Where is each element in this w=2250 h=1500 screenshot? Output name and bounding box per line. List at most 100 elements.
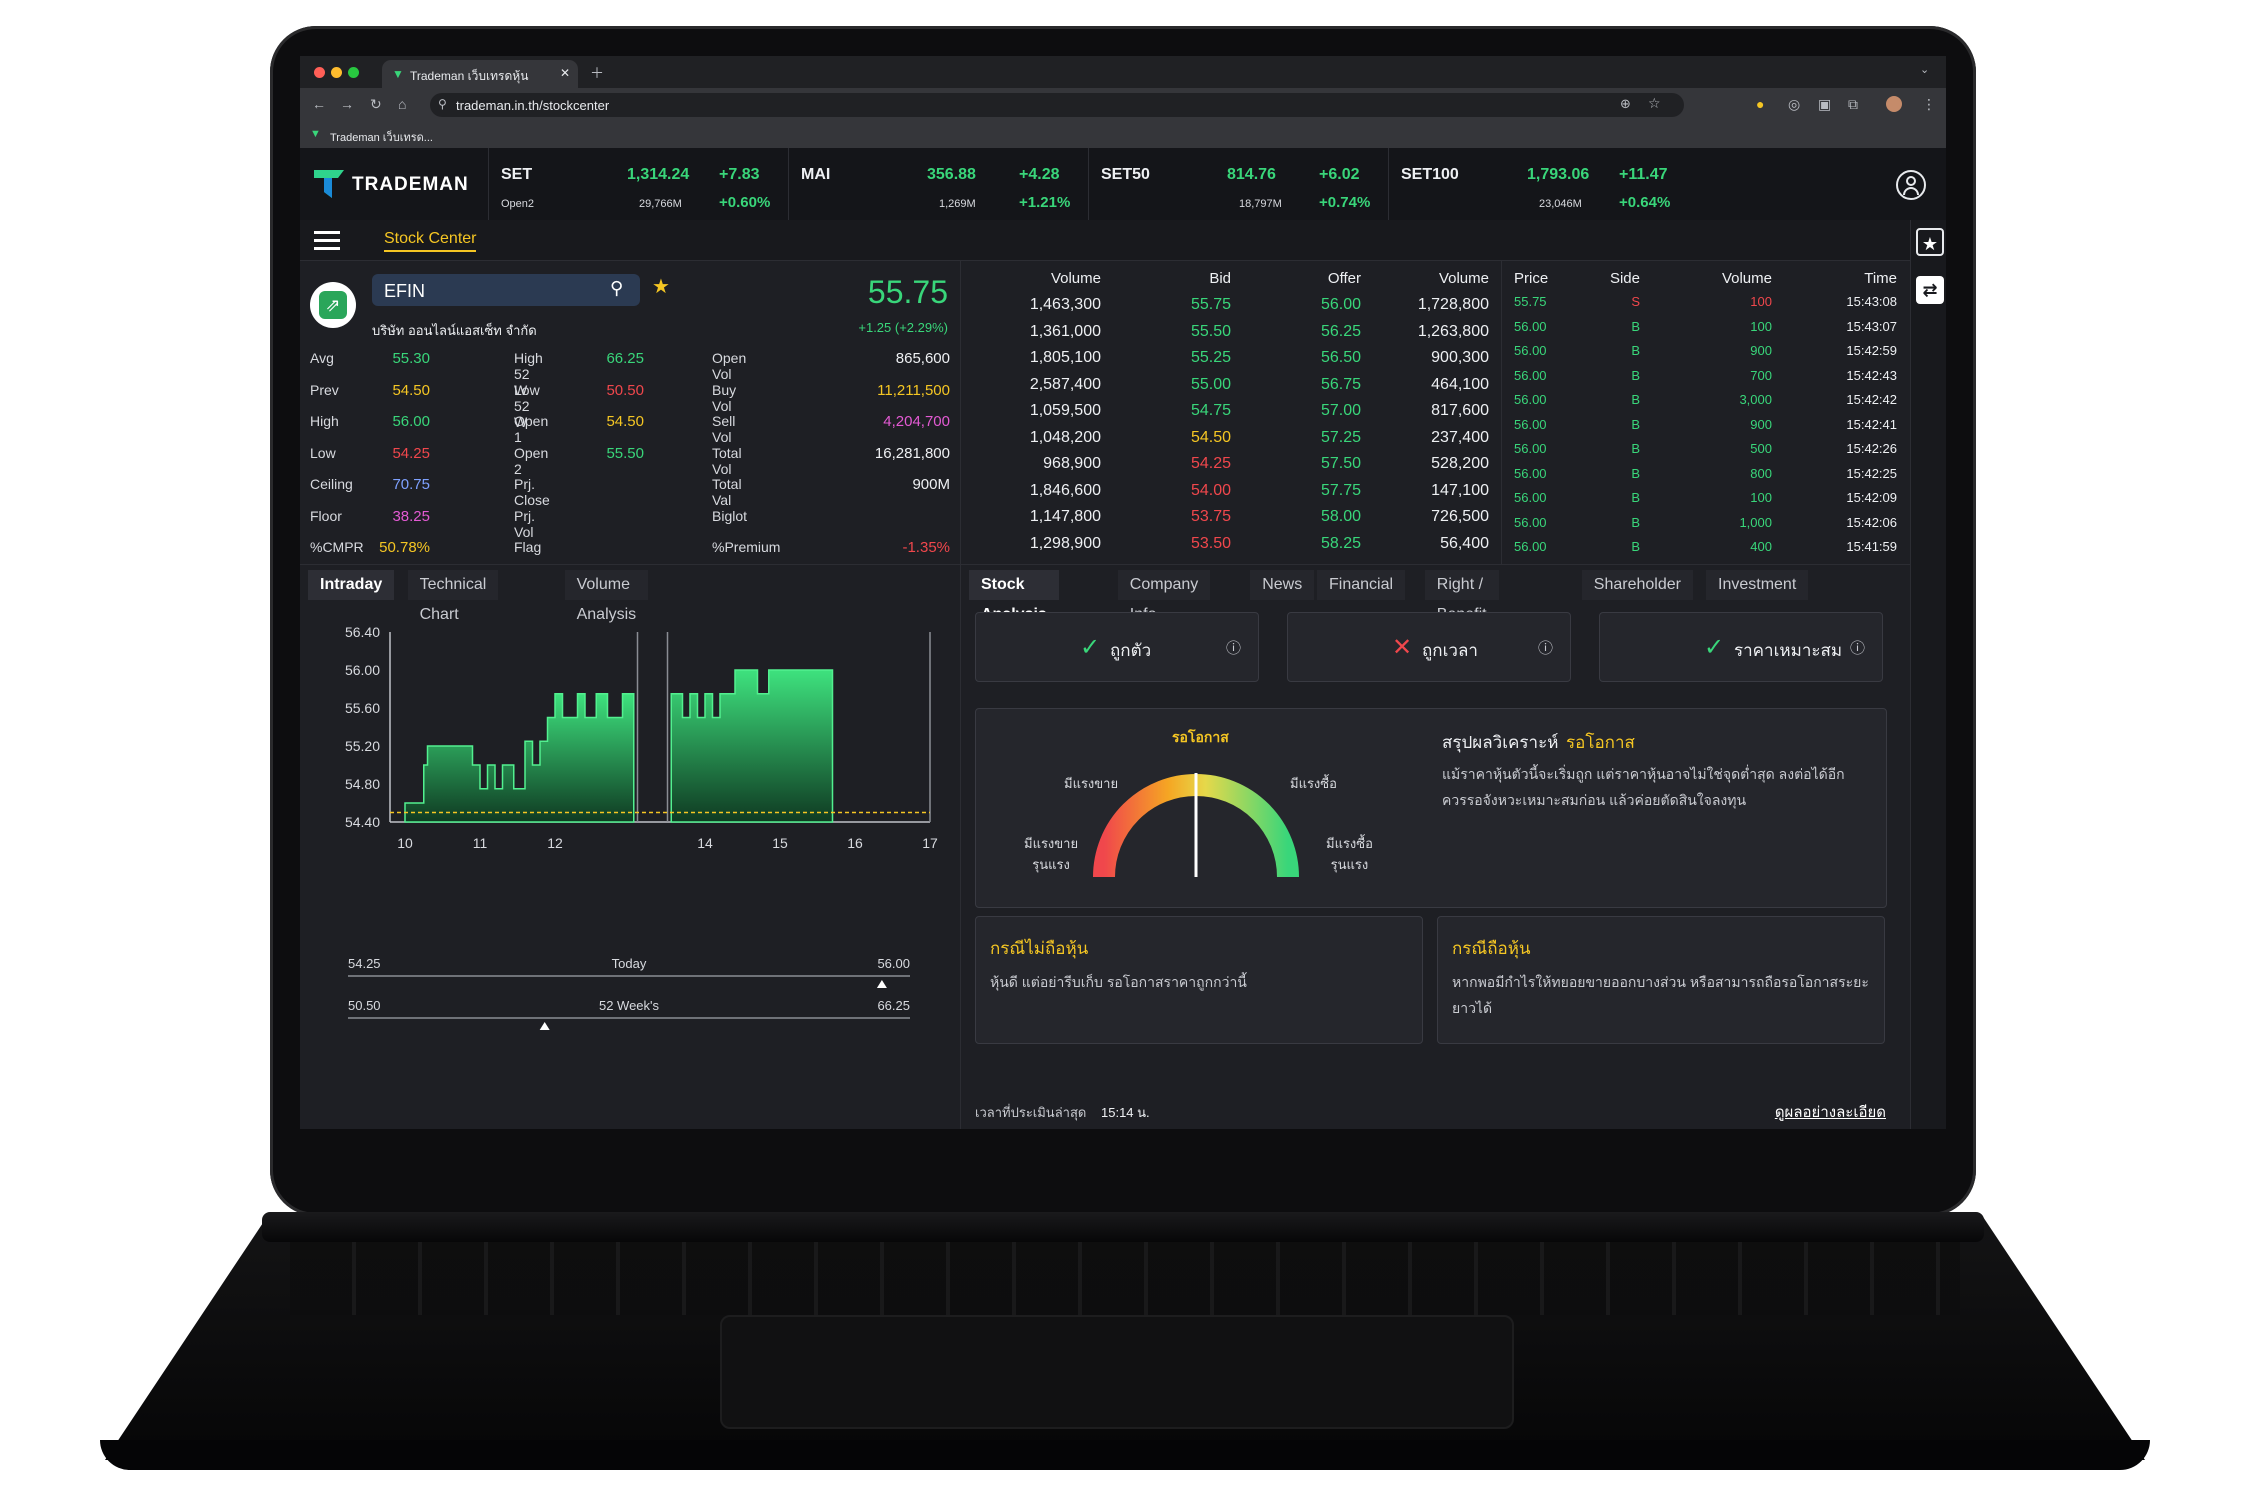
orderbook-cell[interactable]: 57.25 xyxy=(1320,428,1361,446)
zoom-icon[interactable]: ⊕ xyxy=(1620,96,1631,111)
tab-right-benefit[interactable]: Right / Benefit xyxy=(1424,570,1499,623)
ticker-cell: 15:42:59 xyxy=(1846,343,1897,358)
ticker-header: Side xyxy=(1609,270,1640,287)
window-zoom-button[interactable] xyxy=(348,67,359,78)
orderbook-cell[interactable]: 56.50 xyxy=(1320,349,1361,366)
index-percent: +1.21% xyxy=(1019,194,1071,211)
user-account-icon[interactable] xyxy=(1896,170,1926,200)
orderbook-cell[interactable]: 54.75 xyxy=(1190,402,1231,419)
ticker-cell: 400 xyxy=(1750,539,1772,554)
price-area-series xyxy=(404,693,635,823)
signal-card[interactable]: ✓ ราคาเหมาะสม ⓘ xyxy=(1599,612,1883,682)
tab-investment[interactable]: Investment xyxy=(1706,570,1809,600)
quote-value: 50.78% xyxy=(379,539,430,556)
window-minimize-button[interactable] xyxy=(331,67,342,78)
orderbook-cell[interactable]: 54.25 xyxy=(1190,455,1231,472)
quote-label: Total Vol xyxy=(712,444,742,477)
orderbook-cell[interactable]: 55.50 xyxy=(1190,322,1231,340)
bookmark-star-icon[interactable]: ☆ xyxy=(1648,95,1661,111)
tab-company-info[interactable]: Company Info xyxy=(1117,570,1211,623)
orderbook-cell[interactable]: 54.50 xyxy=(1190,428,1231,446)
tab-technical-chart[interactable]: Technical Chart xyxy=(407,570,499,623)
browser-tab[interactable]: ▼ Trademan เว็บเทรดหุ้น ✕ xyxy=(382,60,578,88)
index-set[interactable]: SET 1,314.24 +7.83 Open2 29,766M +0.60% xyxy=(488,148,789,220)
index-name: MAI xyxy=(801,166,831,183)
hamburger-menu-icon[interactable] xyxy=(314,228,342,252)
orderbook-cell[interactable]: 53.75 xyxy=(1190,508,1231,525)
extension-coin-icon[interactable]: ● xyxy=(1756,96,1765,112)
sentiment-gauge xyxy=(1093,773,1299,878)
orderbook-cell[interactable]: 55.75 xyxy=(1190,296,1231,313)
extension-compass-icon[interactable]: ◎ xyxy=(1788,96,1801,112)
index-set100[interactable]: SET100 1,793.06 +11.47 23,046M +0.64% xyxy=(1388,148,1689,220)
info-icon[interactable]: ⓘ xyxy=(1850,640,1866,657)
tab-intraday[interactable]: Intraday xyxy=(308,570,395,600)
extension-camera-icon[interactable]: ▣ xyxy=(1818,96,1832,112)
profile-avatar-icon[interactable] xyxy=(1886,96,1902,112)
orderbook-cell[interactable]: 58.00 xyxy=(1320,508,1361,525)
stock-center-link[interactable]: Stock Center xyxy=(384,230,477,252)
laptop-screen: ▼ Trademan เว็บเทรดหุ้น ✕ ＋ ⌄ ← → ↻ ⌂ ⚲ … xyxy=(300,56,1946,1129)
orderbook-cell[interactable]: 58.25 xyxy=(1320,534,1361,552)
orderbook-cell[interactable]: 56.00 xyxy=(1320,296,1361,313)
y-tick-label: 54.80 xyxy=(345,776,380,792)
orderbook-cell[interactable]: 55.25 xyxy=(1190,349,1231,366)
signal-card[interactable]: ✕ ถูกเวลา ⓘ xyxy=(1287,612,1571,682)
tab-close-icon[interactable]: ✕ xyxy=(560,66,571,80)
new-tab-icon[interactable]: ＋ xyxy=(590,65,604,81)
bookmark-item[interactable]: Trademan เว็บเทรด... xyxy=(330,132,433,144)
tab-shareholder[interactable]: Shareholder xyxy=(1581,570,1693,600)
check-icon: ✓ xyxy=(1704,634,1725,661)
ticker-cell: S xyxy=(1631,294,1640,309)
tab-financial[interactable]: Financial xyxy=(1317,570,1406,600)
site-info-icon[interactable]: ⚲ xyxy=(438,97,447,111)
index-volume: 23,046M xyxy=(1539,198,1582,210)
swap-icon[interactable]: ⇄ xyxy=(1916,276,1944,304)
orderbook-cell: 900,300 xyxy=(1431,349,1489,366)
reload-icon[interactable]: ↻ xyxy=(370,96,382,112)
home-icon[interactable]: ⌂ xyxy=(398,96,407,112)
forward-icon[interactable]: → xyxy=(340,96,354,112)
address-bar[interactable]: ⚲ trademan.in.th/stockcenter ⊕ ☆ xyxy=(430,93,1684,117)
favorites-star-icon[interactable]: ★ xyxy=(1916,228,1944,256)
add-favorite-star-icon[interactable]: ★ xyxy=(652,276,670,298)
orderbook-cell[interactable]: 56.75 xyxy=(1320,375,1361,393)
signal-text: ถูกตัว xyxy=(1110,641,1152,660)
price-change: +1.25 (+2.29%) xyxy=(858,320,948,335)
analysis-summary-card: รอโอกาส มีแรงขาย มีแรงซื้อ มีแรงขาย รุนแ… xyxy=(975,708,1887,908)
orderbook-cell[interactable]: 56.25 xyxy=(1320,322,1361,340)
ticker-cell: B xyxy=(1631,490,1640,505)
stock-logo: ⇗ xyxy=(310,282,356,328)
orderbook-cell: 1,728,800 xyxy=(1417,296,1489,313)
tab-stock-analysis[interactable]: Stock Analysis xyxy=(969,570,1059,623)
back-icon[interactable]: ← xyxy=(312,96,326,112)
quote-label: Low xyxy=(310,444,336,461)
orderbook-cell[interactable]: 53.50 xyxy=(1190,534,1231,552)
signal-card[interactable]: ✓ ถูกตัว ⓘ xyxy=(975,612,1259,682)
tab-volume-analysis[interactable]: Volume Analysis xyxy=(564,570,649,623)
index-mai[interactable]: MAI 356.88 +4.28 1,269M +1.21% xyxy=(788,148,1089,220)
orderbook-cell[interactable]: 57.75 xyxy=(1320,481,1361,499)
view-details-link[interactable]: ดูผลอย่างละเอียด xyxy=(1774,1104,1886,1121)
orderbook-cell[interactable]: 57.00 xyxy=(1320,402,1361,419)
index-change: +4.28 xyxy=(1019,166,1060,183)
quote-label: High xyxy=(310,413,339,429)
orderbook-cell[interactable]: 55.00 xyxy=(1190,375,1231,393)
extensions-puzzle-icon[interactable]: ⧉ xyxy=(1848,96,1858,112)
symbol-search-input[interactable]: EFIN ⚲ xyxy=(372,274,640,306)
ticker-cell: 56.00 xyxy=(1514,514,1547,530)
window-close-button[interactable] xyxy=(314,67,325,78)
trademan-logo[interactable]: TRADEMAN xyxy=(312,166,468,204)
orderbook-cell[interactable]: 54.00 xyxy=(1190,481,1231,499)
tab-search-icon[interactable]: ⌄ xyxy=(1920,64,1930,76)
tab-news[interactable]: News xyxy=(1250,570,1315,600)
ticker-cell: 15:42:42 xyxy=(1846,392,1897,407)
search-icon[interactable]: ⚲ xyxy=(610,278,624,298)
browser-menu-icon[interactable]: ⋮ xyxy=(1922,96,1936,112)
ticker-cell: 1,000 xyxy=(1739,514,1772,530)
index-set50[interactable]: SET50 814.76 +6.02 18,797M +0.74% xyxy=(1088,148,1389,220)
orderbook-cell[interactable]: 57.50 xyxy=(1320,455,1361,472)
quote-value: 865,600 xyxy=(895,350,950,367)
info-icon[interactable]: ⓘ xyxy=(1226,640,1242,657)
info-icon[interactable]: ⓘ xyxy=(1538,640,1554,657)
